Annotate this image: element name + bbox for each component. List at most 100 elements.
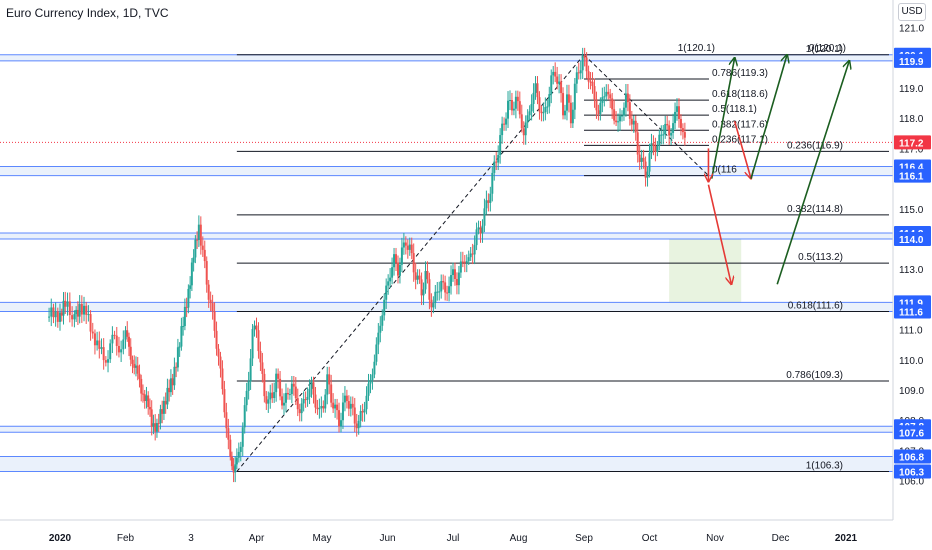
currency-button[interactable]: USD (898, 3, 926, 21)
candle-body (548, 94, 551, 107)
candle-body (485, 200, 488, 209)
candle-body (634, 120, 637, 133)
candle-body (164, 400, 167, 405)
candle-body (536, 83, 539, 98)
candle-body (420, 279, 423, 296)
level-badge-label: 114.0 (899, 235, 924, 246)
candle-body (127, 336, 130, 347)
candle-body (237, 451, 240, 458)
time-axis[interactable]: 2020 Feb 3 Apr May Jun Jul Aug Sep Oct Nov Dec 2021 (0, 519, 893, 550)
candle-body (595, 99, 598, 111)
time-tick-label: Feb (117, 533, 135, 544)
candle-body (148, 407, 151, 410)
candle-body (636, 132, 639, 155)
candle-body (381, 315, 384, 326)
projection-arrows (708, 55, 849, 285)
candle-body (357, 420, 360, 429)
candle-body (591, 81, 594, 87)
candle-body (646, 171, 649, 178)
candle-body (269, 392, 272, 400)
candle-body (308, 388, 311, 397)
candle-body (169, 378, 172, 393)
candle-body (412, 253, 415, 273)
candle-body (477, 227, 480, 230)
last-price-badge (894, 135, 931, 150)
candle-body (300, 403, 303, 414)
candle-body (666, 123, 669, 126)
candle-body (62, 300, 65, 316)
time-axis-background (0, 520, 893, 550)
candle-body (115, 335, 118, 346)
candle-body (542, 112, 545, 114)
candle-body (255, 325, 258, 331)
candle-body (632, 120, 635, 125)
candle-body (239, 446, 242, 452)
candle-body (507, 100, 510, 119)
candle-body (626, 93, 629, 103)
candle-body (166, 387, 169, 405)
time-tick-label: Jun (379, 533, 395, 544)
candle-body (126, 330, 129, 337)
time-tick-label: Oct (642, 533, 658, 544)
candle-body (648, 153, 651, 172)
candle-body (243, 405, 246, 428)
projection-arrow (733, 121, 751, 178)
candle-body (619, 116, 622, 122)
time-tick-label: Nov (706, 533, 724, 544)
candle-body (422, 289, 425, 296)
fib-top-label: 1(120.1) (678, 43, 715, 54)
candle-body (209, 299, 212, 304)
time-tick-label: Apr (249, 533, 265, 544)
candle-body (334, 404, 337, 409)
candle-body (113, 334, 116, 336)
price-axis[interactable]: 106.0107.0108.0109.0110.0111.0112.0113.0… (892, 0, 932, 550)
candle-body (171, 378, 174, 386)
fib-minor-label: 0(116 (712, 165, 737, 176)
candle-body (338, 410, 341, 427)
candle-body (109, 343, 112, 360)
candle-body (593, 86, 596, 100)
candle-body (526, 115, 529, 123)
candle-body (662, 134, 665, 136)
candle-body (426, 270, 429, 280)
candle-body (351, 403, 354, 408)
last-price-label: 117.2 (899, 138, 924, 149)
candle-body (48, 316, 51, 318)
candle-body (469, 253, 472, 258)
candle-body (434, 291, 437, 304)
candle-body (499, 135, 502, 156)
level-badge-label: 116.4 (899, 163, 924, 174)
candle-body (138, 373, 141, 379)
candle-body (302, 399, 305, 404)
level-badge-label: 106.8 (899, 452, 924, 463)
fib-major-label: 0.5(113.2) (798, 252, 843, 263)
candle-body (465, 261, 468, 263)
level-badge (894, 464, 931, 479)
candle-body (522, 128, 525, 136)
candle-body (459, 261, 462, 273)
candle-body (461, 261, 464, 263)
candle-body (440, 281, 443, 292)
candle-body (560, 81, 563, 94)
candle-body (607, 91, 610, 95)
candle-body (175, 366, 178, 368)
candle-body (554, 71, 557, 77)
candle-body (253, 325, 256, 330)
candle-body (583, 55, 586, 58)
candle-body (341, 402, 344, 421)
candle-body (475, 229, 478, 246)
candle-body (131, 359, 134, 364)
candle-body (124, 330, 127, 340)
candle-body (410, 244, 413, 254)
candle-body (611, 98, 614, 110)
candle-body (585, 57, 588, 72)
candle-body (71, 315, 74, 320)
candle-body (235, 457, 238, 465)
candle-body (483, 208, 486, 226)
price-tick-label: 111.0 (899, 326, 923, 337)
level-badge (894, 304, 931, 319)
fib-minor-label: 0.618(118.6) (712, 89, 768, 100)
candle-body (215, 330, 218, 349)
candle-body (257, 330, 260, 352)
